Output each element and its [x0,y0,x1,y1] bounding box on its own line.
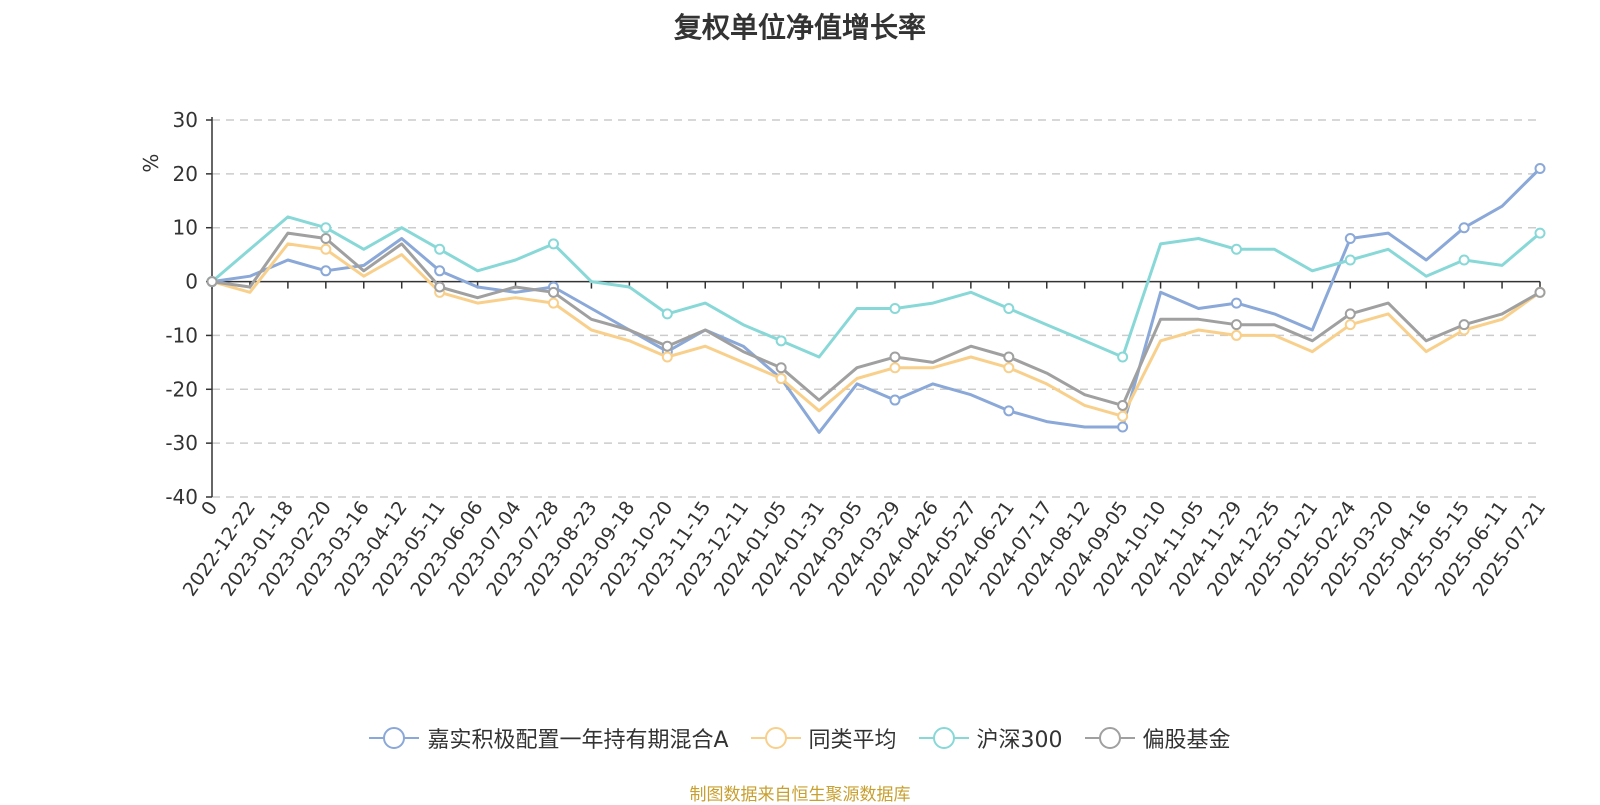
data-point [1458,254,1470,266]
y-axis: 30 20 10 0 -10 -20 -30 -40 [165,108,213,509]
data-point [1534,227,1546,239]
data-point [1003,303,1015,314]
data-point [775,373,787,385]
legend-label: 偏股基金 [1142,728,1231,753]
data-point [1230,319,1242,331]
y-tick-label: -20 [165,377,198,401]
legend: 嘉实积极配置一年持有期混合A 同类平均 沪深300 偏股基金 [0,722,1600,754]
legend-symbol [1084,726,1135,750]
data-point [661,340,673,352]
data-point [889,394,901,406]
legend-item[interactable]: 嘉实积极配置一年持有期混合A [369,722,729,754]
data-point [206,276,218,288]
legend-label: 嘉实积极配置一年持有期混合A [427,728,729,753]
chart-title: 复权单位净值增长率 [673,11,926,44]
data-point [1230,329,1242,341]
data-point [661,308,673,320]
legend-symbol [918,726,969,750]
data-point [434,281,446,293]
y-tick-label: 20 [173,162,198,186]
y-tick-label: 0 [185,270,198,294]
data-point [434,265,446,277]
data-point [1003,351,1015,363]
legend-item[interactable]: 偏股基金 [1084,722,1231,754]
data-point [661,351,673,363]
y-tick-label: 10 [173,216,198,240]
source-note: 制图数据来自恒生聚源数据库 [689,785,911,805]
legend-symbol [750,726,801,750]
data-point [547,286,559,298]
data-point [775,362,787,374]
data-point [1534,286,1546,298]
series-line [211,231,1541,407]
data-point [320,243,332,255]
y-tick-label: 30 [173,108,198,132]
data-point [320,265,332,277]
legend-symbol [369,726,420,750]
data-point [320,232,332,244]
data-point [547,238,559,250]
data-point [1117,410,1129,422]
data-point [1344,319,1356,331]
legend-item[interactable]: 沪深300 [918,722,1063,754]
data-point [1534,162,1546,174]
data-point [320,222,332,234]
y-axis-label: % [139,154,163,173]
legend-label: 沪深300 [976,728,1063,753]
data-point [1458,319,1470,331]
legend-label: 同类平均 [808,728,897,753]
legend-item[interactable]: 同类平均 [750,722,897,754]
series-line [211,242,1541,418]
data-point [775,335,787,347]
data-point [1344,232,1356,244]
data-point [1117,399,1129,411]
data-point [889,303,901,314]
data-point [1230,243,1242,255]
series-line [211,215,1541,359]
data-point [1458,222,1470,234]
y-tick-label: -30 [165,431,198,455]
data-point [1003,362,1015,374]
data-point [889,362,901,374]
series-line [211,167,1542,434]
x-tick-label: 0 [197,497,222,520]
data-point [547,297,559,309]
data-point [1344,308,1356,320]
data-point [1344,254,1356,266]
data-point [889,351,901,363]
y-tick-label: -40 [165,485,198,509]
data-point [1117,421,1129,433]
data-point [1003,405,1015,417]
data-point [1230,297,1242,309]
data-point [434,243,446,255]
data-point [1117,351,1129,363]
series-lines [206,162,1546,434]
y-tick-label: -10 [165,323,198,347]
